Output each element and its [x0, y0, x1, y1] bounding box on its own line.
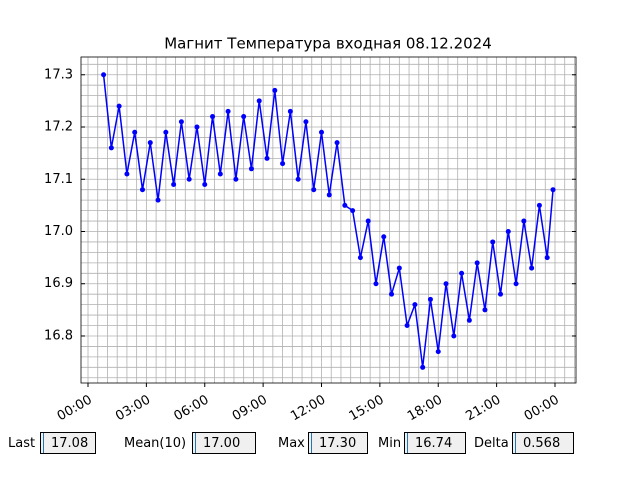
marker	[342, 202, 348, 208]
chart: Магнит Температура входная 08.12.2024 16…	[44, 35, 577, 425]
plot-frame	[80, 56, 577, 384]
stat-input[interactable]	[404, 432, 466, 454]
y-tick-label: 17.2	[44, 120, 73, 135]
stat-label: Max	[278, 436, 305, 451]
x-tick-label: 21:00	[463, 393, 503, 425]
marker	[373, 281, 379, 287]
stat-label: Mean(10)	[124, 436, 187, 451]
marker	[248, 166, 254, 172]
marker	[147, 140, 153, 146]
marker	[287, 108, 293, 114]
marker	[459, 270, 465, 276]
marker	[256, 98, 262, 104]
marker	[139, 187, 145, 193]
marker	[101, 72, 107, 78]
x-tick-label: 09:00	[230, 393, 270, 425]
marker	[536, 202, 542, 208]
marker	[550, 187, 556, 193]
marker	[155, 197, 161, 203]
y-tick-label: 17.0	[44, 224, 73, 239]
y-tick-label: 16.8	[44, 328, 73, 343]
marker	[124, 171, 130, 177]
stat-label: Min	[378, 436, 402, 451]
marker	[529, 265, 535, 271]
marker	[334, 140, 340, 146]
x-tick-label: 00:00	[522, 393, 562, 425]
marker	[202, 181, 208, 187]
marker	[466, 317, 472, 323]
marker	[163, 129, 169, 135]
marker	[404, 323, 410, 329]
marker	[435, 349, 441, 355]
marker	[420, 364, 426, 370]
marker	[443, 281, 449, 287]
stat-input[interactable]	[512, 432, 574, 454]
x-tick-label: 18:00	[405, 393, 445, 425]
marker	[365, 218, 371, 224]
marker	[381, 234, 387, 240]
marker	[318, 129, 324, 135]
marker	[233, 176, 239, 182]
x-tick-label: 00:00	[55, 393, 95, 425]
marker	[474, 260, 480, 266]
x-tick-label: 03:00	[113, 393, 153, 425]
marker	[350, 208, 356, 214]
marker	[396, 265, 402, 271]
marker	[326, 192, 332, 198]
marker	[498, 291, 504, 297]
marker	[171, 181, 177, 187]
marker	[225, 108, 231, 114]
stat-label: Last	[8, 436, 36, 451]
stat-input[interactable]	[192, 432, 256, 454]
x-tick-label: 12:00	[288, 393, 328, 425]
marker	[513, 281, 519, 287]
marker	[544, 255, 550, 261]
marker	[389, 291, 395, 297]
marker	[186, 176, 192, 182]
marker	[108, 145, 114, 151]
marker	[451, 333, 457, 339]
y-tick-label: 16.9	[44, 276, 73, 291]
marker	[357, 255, 363, 261]
marker	[427, 296, 433, 302]
stat-label: Delta	[474, 436, 509, 451]
marker	[132, 129, 138, 135]
chart-title: Магнит Температура входная 08.12.2024	[164, 35, 492, 53]
marker	[272, 87, 278, 93]
marker	[505, 228, 511, 234]
marker	[303, 119, 309, 125]
marker	[295, 176, 301, 182]
marker	[264, 155, 270, 161]
marker	[490, 239, 496, 245]
marker	[521, 218, 527, 224]
stat-input[interactable]	[308, 432, 368, 454]
y-tick-label: 17.3	[44, 67, 73, 82]
x-tick-label: 06:00	[172, 393, 212, 425]
marker	[311, 187, 317, 193]
marker	[194, 124, 200, 130]
y-tick-label: 17.1	[44, 172, 73, 187]
marker	[178, 119, 184, 125]
marker	[210, 114, 216, 120]
marker	[280, 161, 286, 167]
marker	[116, 103, 122, 109]
stat-input[interactable]	[40, 432, 96, 454]
marker	[482, 307, 488, 313]
marker	[412, 302, 418, 308]
x-tick-label: 15:00	[347, 393, 387, 425]
marker	[241, 114, 247, 120]
marker	[217, 171, 223, 177]
